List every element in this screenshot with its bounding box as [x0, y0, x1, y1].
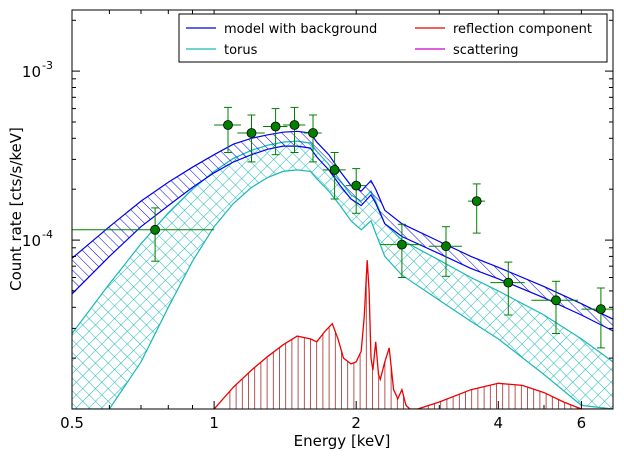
data-point — [351, 180, 362, 191]
plot-frame — [71, 9, 614, 410]
legend-label-torus: torus — [224, 43, 258, 58]
reflection-curve — [213, 260, 613, 409]
data-point — [471, 196, 482, 207]
torus-band-fill — [72, 141, 613, 409]
data-point — [270, 121, 281, 132]
y-tick-label: 10 — [22, 232, 41, 250]
data-point — [308, 128, 318, 138]
data-point — [150, 224, 161, 235]
x-axis-label: Energy [keV] — [294, 432, 391, 450]
legend-box — [178, 13, 608, 63]
data-point — [289, 120, 300, 130]
x-tick-label: 6 — [577, 414, 587, 432]
legend: model with background reflection compone… — [178, 13, 608, 63]
legend-label-reflection: reflection component — [453, 22, 592, 37]
y-tick-label: 10 — [22, 63, 41, 81]
legend-label-model: model with background — [224, 22, 377, 37]
data-point — [396, 239, 407, 250]
model-band-upper — [72, 130, 613, 320]
x-tick-label: 2 — [351, 414, 361, 432]
x-tick-label: 0.5 — [60, 414, 84, 432]
y-tick-exponent: -4 — [42, 228, 53, 241]
plot-area — [72, 106, 613, 409]
y-tick-exponent: -3 — [42, 59, 53, 72]
data-point — [441, 241, 451, 252]
data-point — [551, 295, 561, 306]
data-point — [223, 120, 233, 130]
data-point — [329, 164, 340, 175]
x-tick-label: 4 — [494, 414, 504, 432]
data-point — [596, 304, 606, 315]
legend-label-scattering: scattering — [453, 43, 519, 58]
x-tick-label: 1 — [209, 414, 219, 432]
axis-ticks: 0.5 1 2 4 610-410-3 — [22, 10, 614, 432]
data-point — [503, 277, 514, 288]
y-axis-label: Count rate [cts/s/keV] — [7, 127, 25, 291]
torus-band-lower — [72, 169, 613, 409]
data-point — [246, 128, 257, 138]
